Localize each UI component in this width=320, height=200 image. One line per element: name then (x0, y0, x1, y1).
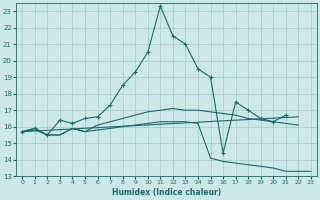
X-axis label: Humidex (Indice chaleur): Humidex (Indice chaleur) (112, 188, 221, 197)
